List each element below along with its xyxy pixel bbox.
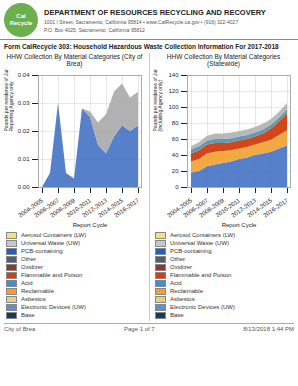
html-text:City of Brea: City of Brea (4, 326, 36, 332)
html-text:Other: Other (170, 256, 185, 262)
html-text:P.O. Box 4025, Sacramento, Cal: P.O. Box 4025, Sacramento, California 95… (44, 26, 145, 33)
html-text:Aerosol Containers (LW): Aerosol Containers (LW) (170, 232, 236, 238)
html-text:PCB-containing: PCB-containing (21, 248, 63, 254)
html-text:HHW Collection By Material Cat: HHW Collection By Material Categories (S… (166, 53, 281, 67)
svg-text:Pounds per residence of Jurisd: Pounds per residence of JurisdictionRepo… (3, 69, 15, 132)
html-text:Universal Waste (UW): Universal Waste (UW) (21, 240, 81, 246)
html-text:Oxidizer: Oxidizer (21, 264, 43, 270)
html-text:Asbestos: Asbestos (21, 296, 46, 302)
html-text:Electronic Devices (UW): Electronic Devices (UW) (170, 304, 235, 310)
svg-text:Report Cycle: Report Cycle (222, 222, 257, 228)
html-text:Aerosol Containers (LW): Aerosol Containers (LW) (21, 232, 87, 238)
svg-text:2014-2015: 2014-2015 (97, 197, 125, 219)
svg-text:Pounds per residence of Jurisd: Pounds per residence of Jurisdiction(Inc… (152, 69, 164, 132)
svg-text:2006-2007: 2006-2007 (182, 197, 210, 219)
html-text:Flammable and Poison: Flammable and Poison (170, 272, 232, 278)
html-text:Flammable and Poison: Flammable and Poison (21, 272, 83, 278)
svg-text:2006-2007: 2006-2007 (33, 197, 61, 219)
svg-text:140: 140 (168, 72, 179, 78)
svg-text:80: 80 (172, 120, 179, 126)
html-text:Universal Waste (UW): Universal Waste (UW) (170, 240, 230, 246)
html-text:HHW Collection By Material Cat: HHW Collection By Material Categories (C… (6, 53, 143, 67)
html-text:Acid: Acid (170, 280, 182, 286)
html-text:Page 1 of 7: Page 1 of 7 (124, 326, 155, 332)
html-text:Form CalRecycle 303: Household: Form CalRecycle 303: Household Hazardous… (4, 43, 279, 50)
svg-text:0.02: 0.02 (18, 128, 30, 134)
svg-text:2008-2009: 2008-2009 (49, 197, 77, 219)
html-text:Base: Base (21, 312, 35, 318)
html-text:Oxidizer: Oxidizer (170, 264, 192, 270)
svg-text:2010-2011: 2010-2011 (214, 197, 242, 219)
svg-text:2004-2005: 2004-2005 (17, 197, 45, 219)
html-text:Base: Base (170, 312, 184, 318)
html-text:Asbestos: Asbestos (170, 296, 195, 302)
svg-text:120: 120 (168, 88, 179, 94)
html-text:Reclaimable: Reclaimable (170, 288, 203, 294)
html-text:8/13/2018 1:44 PM: 8/13/2018 1:44 PM (243, 326, 294, 332)
svg-text:2012-2013: 2012-2013 (81, 197, 109, 219)
svg-text:2010-2011: 2010-2011 (65, 197, 93, 219)
html-text:PCB-containing: PCB-containing (170, 248, 212, 254)
svg-text:0.00: 0.00 (18, 184, 30, 190)
html-text:DEPARTMENT OF RESOURCES RECYCL: DEPARTMENT OF RESOURCES RECYCLING AND RE… (44, 7, 266, 17)
svg-text:60: 60 (172, 136, 179, 142)
svg-text:0: 0 (175, 184, 179, 190)
svg-text:2004-2005: 2004-2005 (166, 197, 194, 219)
svg-text:0.03: 0.03 (18, 100, 30, 106)
svg-text:40: 40 (172, 152, 179, 158)
svg-text:2016-2017: 2016-2017 (262, 197, 289, 219)
html-text:Cal Recycle: Cal Recycle (9, 13, 33, 26)
html-text:Electronic Devices (UW): Electronic Devices (UW) (21, 304, 86, 310)
svg-text:2016-2017: 2016-2017 (113, 197, 140, 219)
svg-text:100: 100 (168, 104, 179, 110)
html-text:Acid: Acid (21, 280, 33, 286)
html-text:Reclaimable: Reclaimable (21, 288, 54, 294)
svg-text:2014-2015: 2014-2015 (246, 197, 274, 219)
svg-text:20: 20 (172, 168, 179, 174)
html-text:Other: Other (21, 256, 36, 262)
svg-text:Report Cycle: Report Cycle (73, 222, 108, 228)
html-text:1001 I Street, Sacramento, Cal: 1001 I Street, Sacramento, California 95… (44, 18, 239, 25)
svg-text:0.01: 0.01 (18, 156, 30, 162)
svg-text:0.04: 0.04 (18, 72, 30, 78)
svg-text:2012-2013: 2012-2013 (230, 197, 258, 219)
svg-text:2008-2009: 2008-2009 (198, 197, 226, 219)
